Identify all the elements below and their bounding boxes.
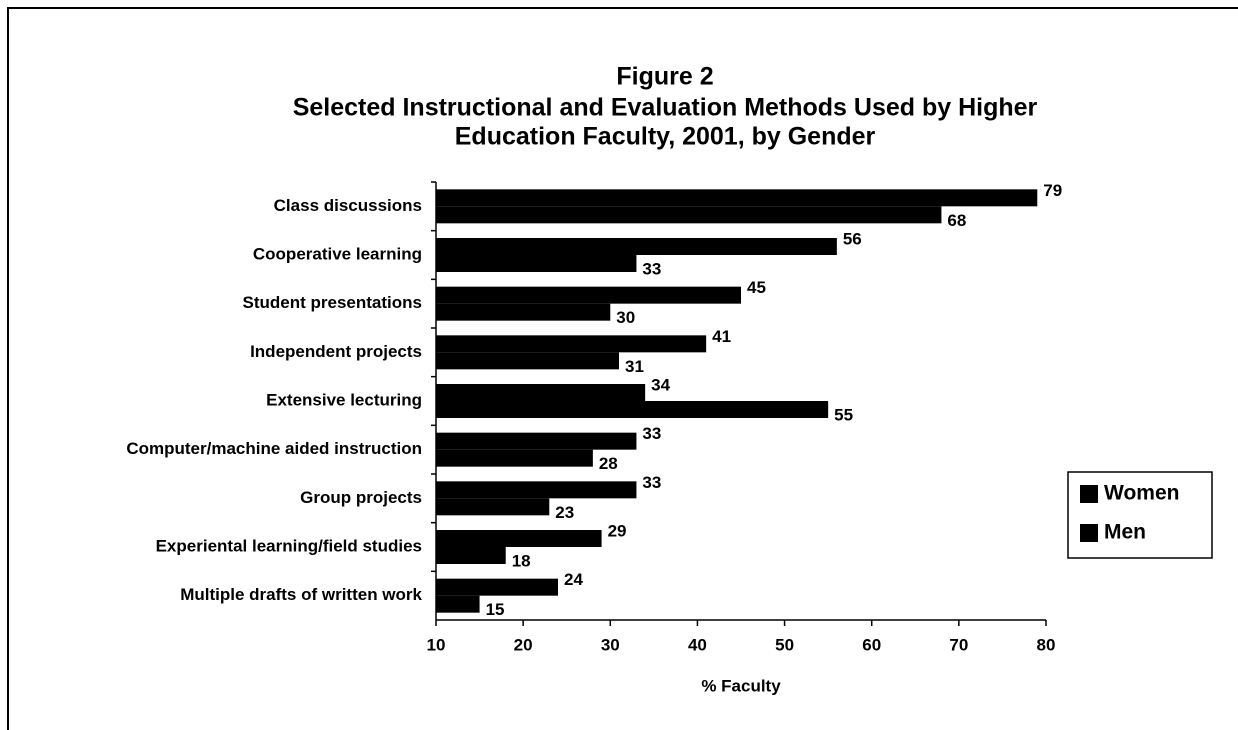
y-tick-label: Independent projects: [250, 342, 422, 361]
x-tick-label: 50: [775, 635, 794, 654]
bar: [436, 481, 637, 499]
value-label: 30: [616, 308, 635, 327]
value-label: 23: [555, 503, 574, 522]
bar: [436, 401, 829, 418]
x-tick-label: 80: [1037, 635, 1056, 654]
bar: [436, 578, 558, 596]
y-tick-label: Cooperative learning: [253, 244, 422, 263]
value-label: 33: [642, 424, 661, 443]
bar: [436, 303, 611, 321]
legend-swatch: [1080, 524, 1098, 542]
frame: [7, 7, 1238, 730]
bar: [436, 189, 1038, 207]
y-tick-label: Computer/machine aided instruction: [126, 439, 422, 458]
chart-subtitle: Education Faculty, 2001, by Gender: [455, 123, 876, 151]
value-label: 15: [486, 600, 505, 619]
x-tick-label: 10: [427, 635, 446, 654]
value-label: 18: [512, 551, 531, 570]
value-label: 33: [642, 259, 661, 278]
x-axis-label: % Faculty: [701, 676, 781, 695]
y-tick-label: Class discussions: [274, 196, 422, 215]
x-tick-label: 40: [688, 635, 707, 654]
legend-label: Women: [1104, 482, 1179, 505]
value-label: 28: [599, 454, 618, 473]
legend-swatch: [1080, 485, 1098, 503]
value-label: 24: [564, 570, 583, 589]
value-label: 34: [651, 375, 670, 394]
y-tick-label: Extensive lecturing: [266, 390, 422, 409]
chart-title: Figure 2: [616, 63, 713, 91]
y-tick-label: Experiental learning/field studies: [156, 536, 422, 555]
value-label: 55: [834, 405, 853, 424]
x-tick-label: 60: [862, 635, 881, 654]
bar: [436, 335, 707, 353]
bar: [436, 286, 741, 304]
legend-label: Men: [1104, 521, 1146, 544]
bar: [436, 352, 619, 370]
bar: [436, 530, 602, 547]
x-tick-label: 20: [514, 635, 533, 654]
y-tick-label: Multiple drafts of written work: [180, 585, 422, 604]
bar: [436, 547, 506, 564]
value-label: 68: [947, 211, 966, 230]
bar: [436, 384, 646, 401]
bar: [436, 449, 593, 467]
x-tick-label: 30: [601, 635, 620, 654]
bar: [436, 432, 637, 450]
value-label: 79: [1043, 181, 1062, 200]
y-tick-label: Student presentations: [243, 293, 422, 312]
bar: [436, 255, 637, 272]
bar: [436, 595, 480, 613]
chart-subtitle: Selected Instructional and Evaluation Me…: [293, 94, 1038, 122]
value-label: 56: [843, 229, 862, 248]
bar: [436, 238, 837, 255]
value-label: 29: [608, 521, 627, 540]
x-tick-label: 70: [949, 635, 968, 654]
value-label: 41: [712, 327, 731, 346]
value-label: 45: [747, 278, 766, 297]
y-tick-label: Group projects: [300, 488, 422, 507]
bar: [436, 498, 550, 516]
bar: [436, 206, 942, 224]
value-label: 31: [625, 357, 644, 376]
value-label: 33: [642, 473, 661, 492]
